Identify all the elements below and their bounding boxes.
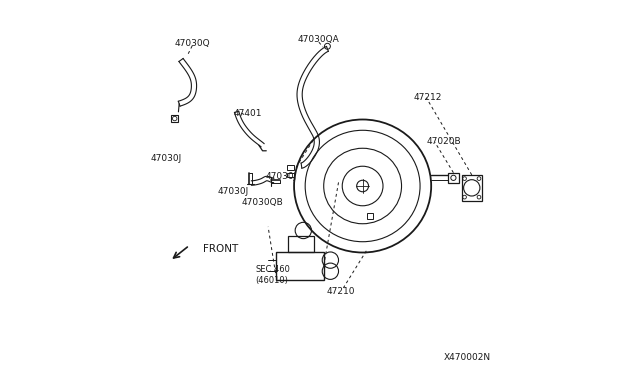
Bar [289,236,314,251]
Text: 47210: 47210 [326,287,355,296]
Bar [287,173,294,177]
Text: SEC.460
(46010): SEC.460 (46010) [255,265,290,285]
Text: 47212: 47212 [413,93,442,102]
Text: X470002N: X470002N [444,353,490,362]
Bar [276,251,324,280]
Text: FRONT: FRONT [204,244,239,254]
Bar [461,175,482,201]
Text: 47030QA: 47030QA [297,35,339,44]
Text: 47030Q: 47030Q [174,39,210,48]
Bar [287,165,294,170]
Bar [448,173,459,183]
Text: 47020B: 47020B [427,137,461,146]
Bar [367,213,373,219]
Text: 47030J: 47030J [150,154,182,163]
Text: 47030J: 47030J [266,172,297,181]
Text: 47030J: 47030J [218,187,248,196]
Bar [171,115,179,122]
Text: 47030QB: 47030QB [242,198,284,207]
Text: 47401: 47401 [234,109,262,118]
